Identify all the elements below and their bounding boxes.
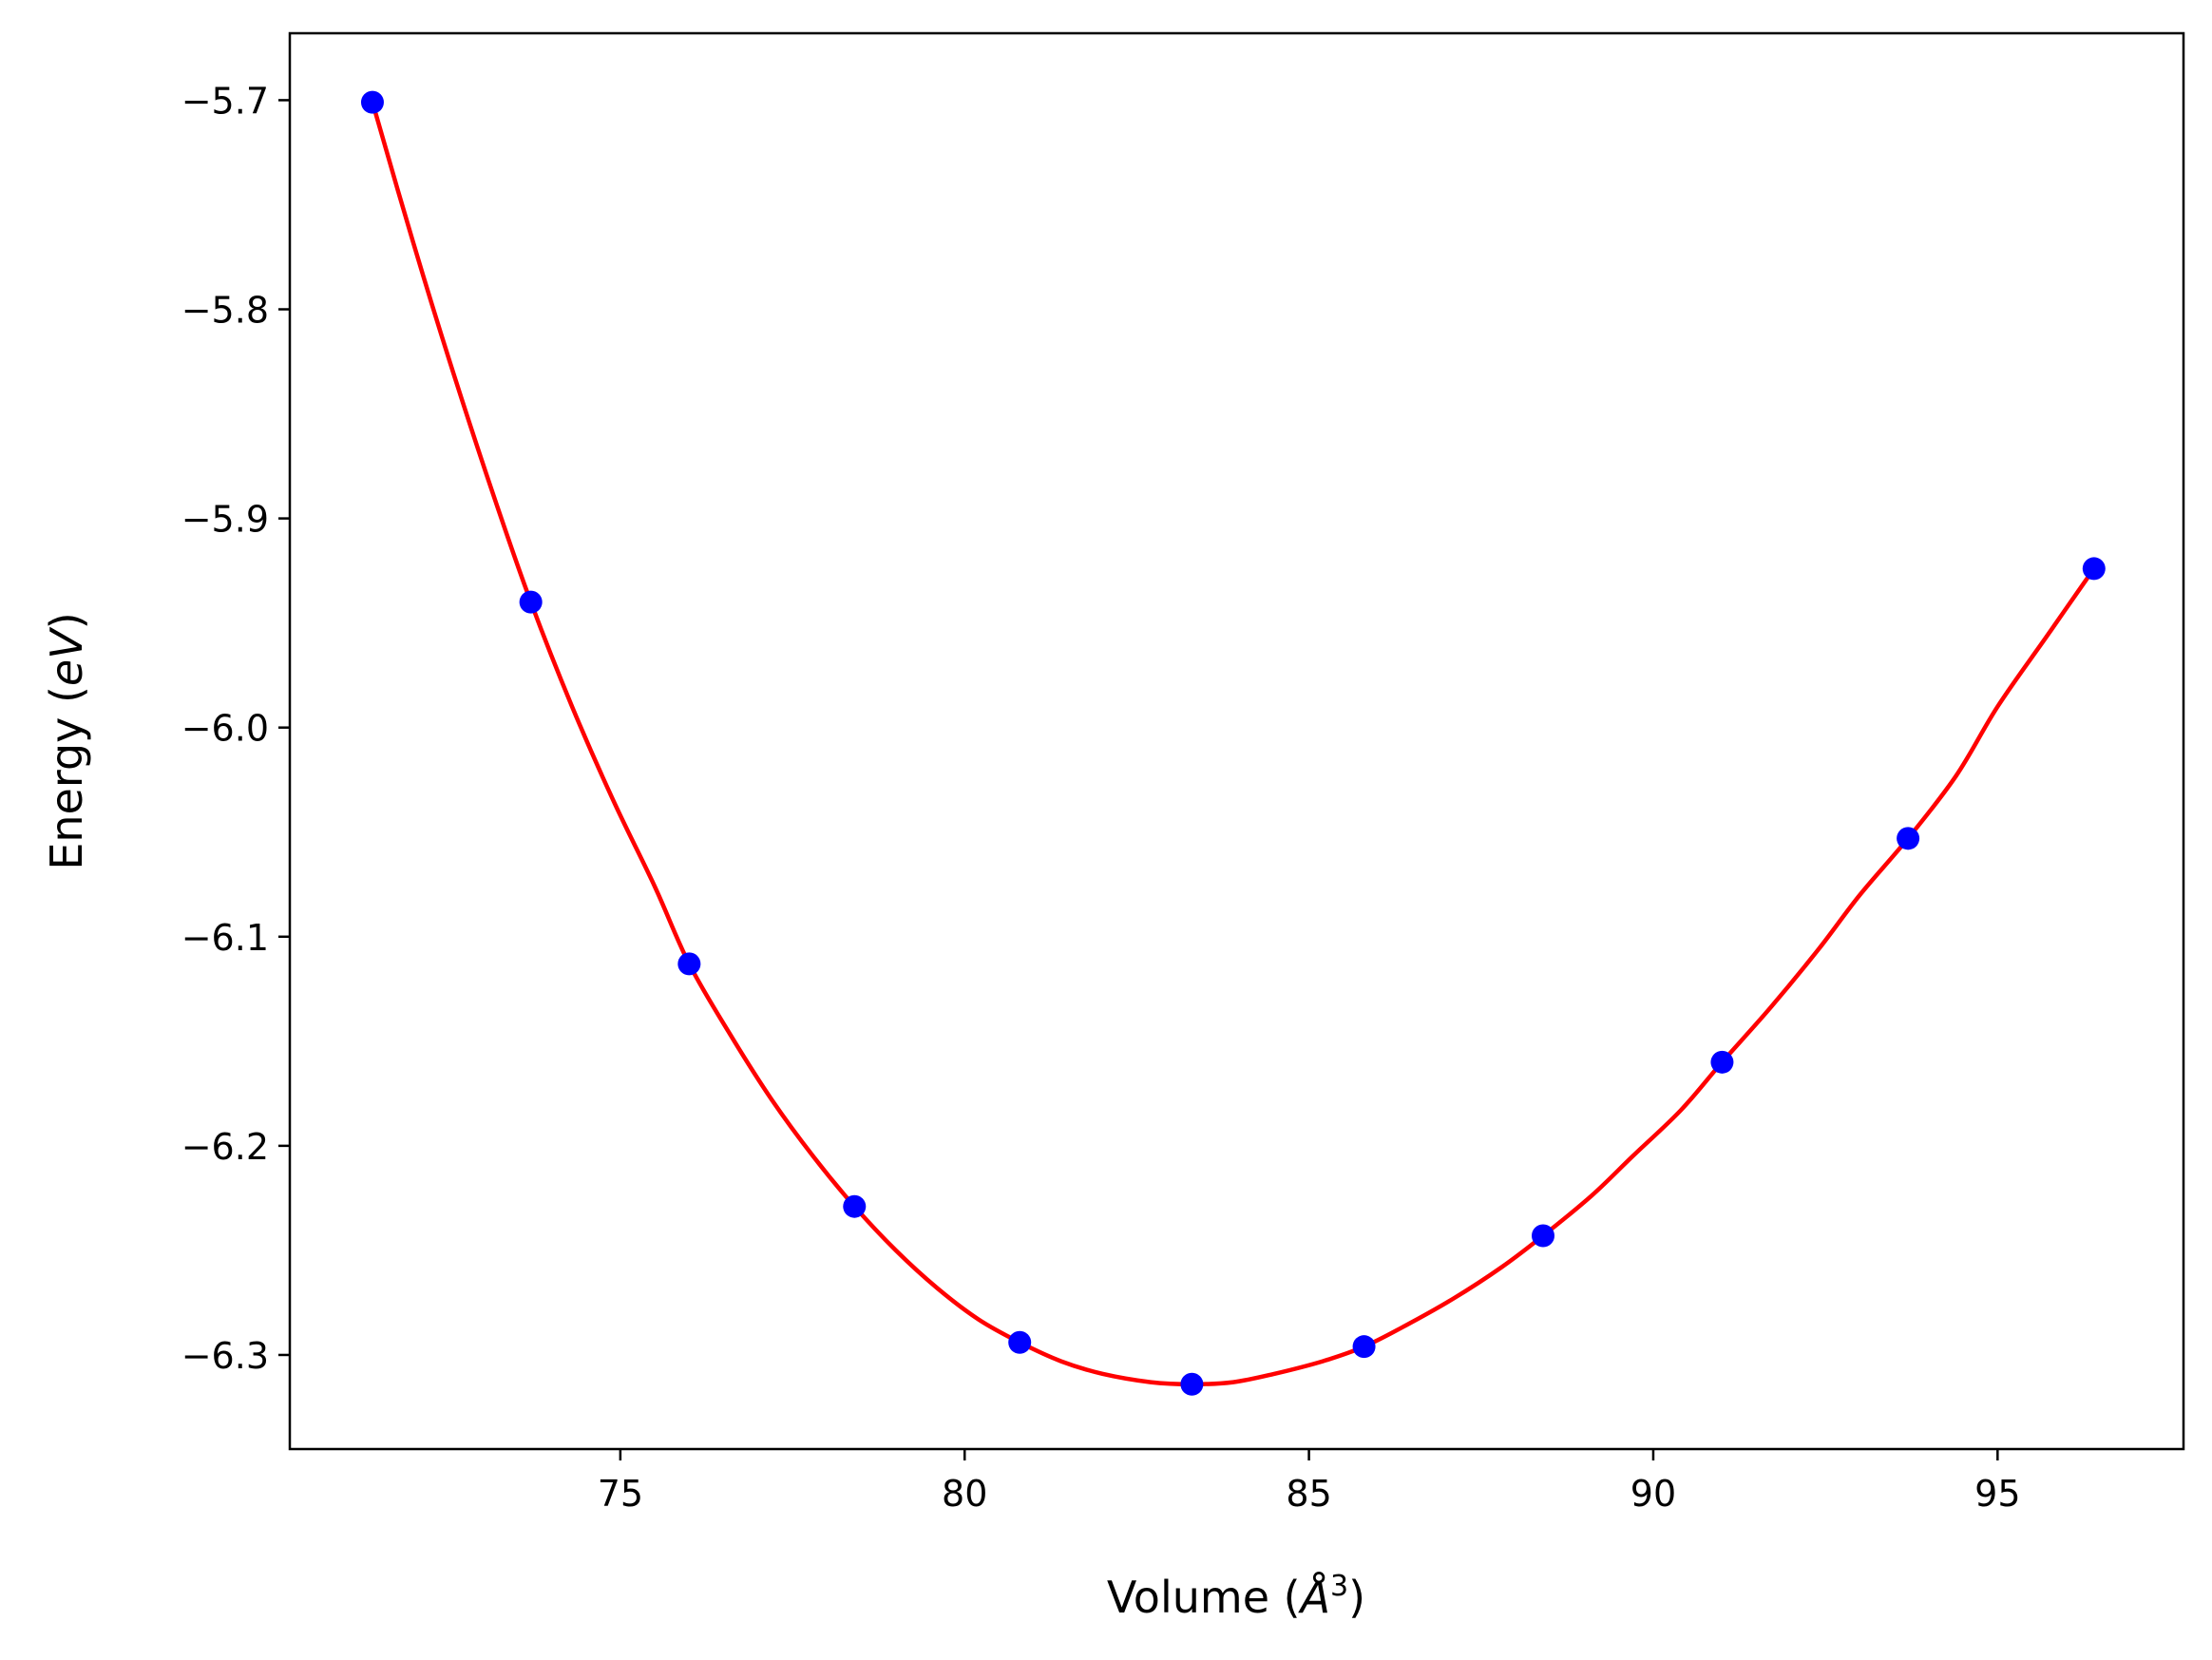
data-point bbox=[519, 590, 543, 614]
data-point bbox=[1180, 1372, 1204, 1396]
x-axis-label-superscript: 3 bbox=[1330, 1570, 1348, 1603]
x-axis-label-symbol: Å bbox=[1298, 1572, 1330, 1623]
y-axis-label-suffix: ) bbox=[41, 612, 92, 629]
y-axis-ticks: −5.7 −5.8 −5.9 −6.0 −6.1 −6.2 −6.3 bbox=[181, 80, 290, 1377]
x-axis-label-suffix: ) bbox=[1348, 1572, 1365, 1623]
x-axis-label: Volume (Å3) bbox=[1107, 1570, 1365, 1623]
y-tick-label: −6.2 bbox=[181, 1126, 269, 1168]
x-axis-label-prefix: Volume ( bbox=[1107, 1572, 1301, 1623]
x-tick-label: 80 bbox=[942, 1473, 987, 1515]
data-point bbox=[1897, 827, 1920, 850]
y-axis-label-prefix: Energy ( bbox=[41, 686, 92, 870]
data-point bbox=[1710, 1050, 1734, 1074]
y-axis-label: Energy (eV) bbox=[41, 612, 92, 869]
y-tick-label: −5.7 bbox=[181, 80, 269, 122]
data-point bbox=[677, 952, 701, 976]
y-axis-label-unit: eV bbox=[41, 626, 92, 686]
data-point bbox=[1008, 1330, 1032, 1354]
x-tick-label: 90 bbox=[1630, 1473, 1676, 1515]
plot-frame bbox=[288, 31, 2185, 1451]
data-point bbox=[1532, 1224, 1555, 1248]
data-point bbox=[360, 90, 384, 114]
data-point bbox=[2082, 557, 2106, 581]
y-tick-label: −5.9 bbox=[181, 499, 269, 541]
y-tick-label: −5.8 bbox=[181, 290, 269, 332]
fit-curve-line bbox=[370, 101, 2096, 1387]
x-tick-label: 85 bbox=[1286, 1473, 1331, 1515]
data-point bbox=[843, 1194, 867, 1218]
plot-content bbox=[360, 90, 2106, 1396]
x-tick-label: 95 bbox=[1974, 1473, 2020, 1515]
x-tick-label: 75 bbox=[598, 1473, 643, 1515]
y-tick-label: −6.0 bbox=[181, 708, 269, 750]
y-tick-label: −6.1 bbox=[181, 917, 269, 959]
data-point bbox=[1352, 1335, 1376, 1359]
x-axis-ticks: 75 80 85 90 95 bbox=[598, 1449, 2021, 1515]
y-tick-label: −6.3 bbox=[181, 1335, 269, 1377]
